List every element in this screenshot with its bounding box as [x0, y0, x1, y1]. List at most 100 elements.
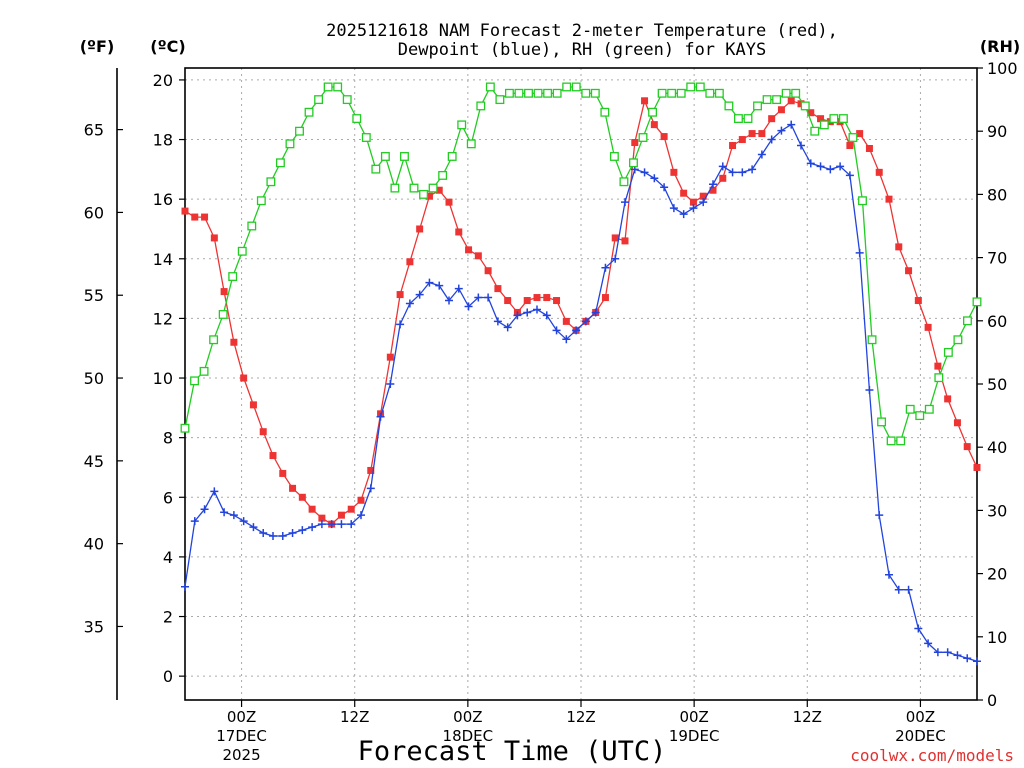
rh-point: [953, 335, 963, 345]
rh-point: [667, 88, 677, 98]
rh-tick-label: 50: [987, 375, 1007, 394]
dewpoint-point: [396, 320, 405, 329]
rh-point: [199, 366, 209, 376]
rh-point: [686, 82, 696, 92]
dewpoint-point: [278, 532, 287, 541]
dewpoint-point: [718, 162, 727, 171]
celsius-tick-label: 10: [153, 369, 173, 388]
celsius-tick-label: 4: [163, 548, 173, 567]
rh-point: [915, 411, 925, 421]
rh-point: [190, 376, 199, 386]
temperature-point: [494, 285, 502, 293]
dewpoint-point: [337, 520, 346, 529]
dewpoint-point: [611, 254, 620, 263]
rh-point: [657, 88, 667, 98]
x-tick-label-date: 17DEC: [216, 727, 267, 745]
rh-point: [676, 88, 686, 98]
rh-point: [848, 133, 858, 142]
dewpoint-point: [669, 204, 678, 213]
rh-point: [228, 272, 238, 282]
credit-label: coolwx.com/models: [850, 746, 1014, 765]
rh-point: [247, 221, 257, 231]
rh-point: [781, 88, 791, 98]
celsius-tick-label: 0: [163, 667, 173, 686]
rh-point: [380, 152, 390, 161]
temperature-point: [934, 362, 942, 370]
x-tick-label-time: 00Z: [453, 708, 482, 726]
temperature-point: [807, 109, 815, 117]
temperature-point: [435, 186, 443, 194]
fahrenheit-tick-label: 55: [84, 286, 104, 305]
temperature-point: [611, 234, 619, 242]
temperature-point: [670, 168, 678, 176]
temperature-point: [279, 469, 287, 477]
rh-point: [762, 95, 772, 105]
rh-point: [323, 82, 333, 92]
temperature-point: [719, 174, 727, 182]
rh-point: [934, 373, 944, 383]
temperature-point: [484, 267, 492, 275]
dewpoint-point: [650, 174, 659, 183]
dewpoint-point: [601, 263, 610, 272]
dewpoint-point: [386, 380, 395, 388]
dewpoint-point: [190, 517, 199, 526]
rh-point: [237, 246, 247, 256]
dewpoint-point: [464, 302, 473, 311]
rh-point: [218, 310, 228, 319]
rh-point: [400, 152, 409, 161]
temperature-point: [641, 97, 649, 105]
temperature-point: [230, 338, 238, 346]
dewpoint-point: [621, 198, 629, 207]
temperature-point: [856, 130, 864, 138]
dewpoint-point: [777, 126, 786, 135]
dewpoint-point: [259, 529, 268, 538]
dewpoint-point: [562, 335, 571, 344]
dewpoint-point: [767, 135, 776, 144]
dewpoint-point: [229, 511, 238, 520]
temperature-point: [289, 484, 297, 492]
dewpoint-point: [816, 162, 825, 171]
rh-point: [629, 158, 638, 168]
rh-point: [275, 158, 285, 168]
temperature-point: [562, 317, 570, 325]
dewpoint-point: [249, 523, 258, 532]
rh-tick-label: 20: [987, 565, 1007, 584]
rh-point: [256, 196, 266, 206]
dewpoint-point: [885, 570, 893, 579]
temperature-point: [347, 505, 355, 513]
rh-point: [810, 126, 820, 136]
rh-point: [800, 101, 810, 111]
dewpoint-point: [415, 290, 424, 299]
temperature-point: [768, 115, 776, 123]
rh-point: [753, 101, 762, 111]
temperature-point: [924, 323, 932, 331]
dewpoint-point: [533, 305, 541, 314]
rh-point: [361, 133, 371, 142]
temperature-point: [738, 136, 746, 144]
temperature-point: [298, 493, 306, 501]
rh-point: [419, 189, 429, 199]
temperature-point: [660, 133, 668, 141]
celsius-tick-label: 8: [163, 429, 173, 448]
rh-tick-label: 60: [987, 312, 1007, 331]
dewpoint-point: [435, 281, 444, 290]
dewpoint-point: [914, 624, 923, 633]
temperature-point: [308, 505, 316, 513]
rh-point: [285, 139, 295, 149]
temperature-point: [914, 297, 922, 305]
temperature-point: [474, 252, 482, 260]
rh-tick-label: 100: [987, 59, 1018, 78]
dewpoint-point: [327, 520, 336, 529]
dewpoint-point: [826, 165, 835, 174]
rh-point: [695, 82, 705, 92]
temperature-point: [846, 142, 854, 150]
temperature-point: [709, 186, 717, 194]
rh-point: [943, 347, 953, 357]
dewpoint-point: [689, 204, 698, 213]
fahrenheit-tick-label: 65: [84, 121, 104, 140]
dewpoint-point: [572, 326, 581, 335]
dewpoint-point: [210, 487, 219, 496]
temperature-point: [425, 192, 433, 200]
